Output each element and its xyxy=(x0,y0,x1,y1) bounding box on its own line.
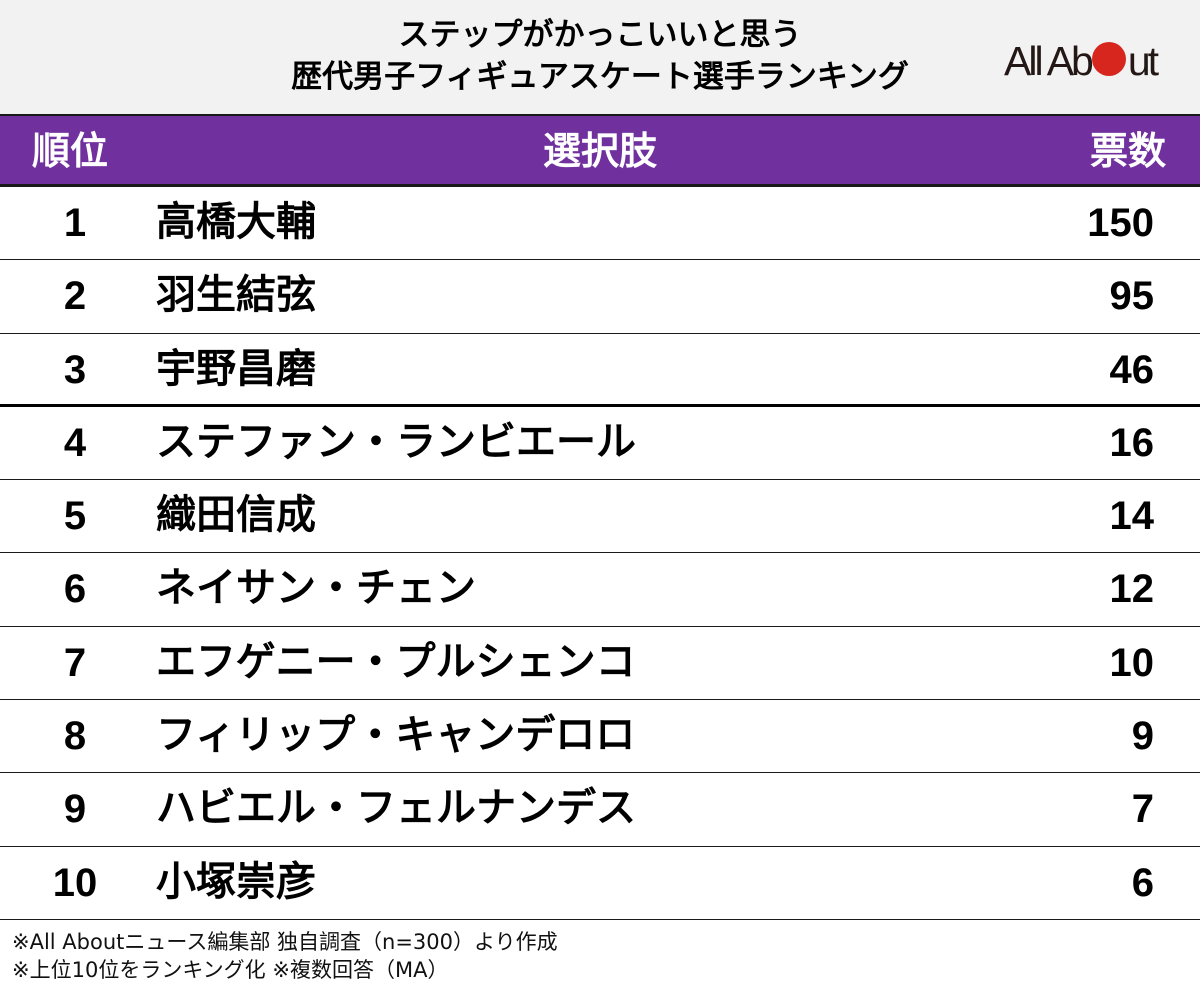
rank-cell: 2 xyxy=(63,274,87,319)
table-row: 2 羽生結弦 95 xyxy=(0,260,1200,334)
votes-cell: 16 xyxy=(1109,420,1155,465)
table-row: 7 エフゲニー・プルシェンコ 10 xyxy=(0,627,1200,701)
votes-cell: 14 xyxy=(1109,494,1155,539)
table-row: 1 高橋大輔 150 xyxy=(0,187,1200,261)
footnote-method: ※上位10位をランキング化 ※複数回答（MA） xyxy=(12,958,449,982)
votes-cell: 150 xyxy=(1087,201,1154,245)
name-cell: 高橋大輔 xyxy=(156,199,316,245)
name-cell: フィリップ・キャンデロロ xyxy=(156,712,636,759)
rank-cell: 7 xyxy=(63,640,87,685)
table-row: 3 宇野昌磨 46 xyxy=(0,334,1200,407)
name-cell: 小塚崇彦 xyxy=(156,858,316,905)
name-cell: ネイサン・チェン xyxy=(156,565,476,612)
header-name: 選択肢 xyxy=(542,129,657,173)
allabout-logo: All Ab ut xyxy=(1004,38,1159,84)
table-row: 10 小塚崇彦 6 xyxy=(0,847,1200,920)
rank-cell: 3 xyxy=(63,347,87,392)
table-row: 9 ハビエル・フェルナンデス 7 xyxy=(0,773,1200,847)
rank-cell: 4 xyxy=(63,420,87,465)
logo-red-dot-icon xyxy=(1091,42,1126,76)
votes-cell: 95 xyxy=(1109,274,1155,319)
logo-text-end: ut xyxy=(1127,38,1159,84)
footnotes: ※All Aboutニュース編集部 独自調査（n=300）より作成 ※上位10位… xyxy=(12,928,558,984)
table-row: 8 フィリップ・キャンデロロ 9 xyxy=(0,700,1200,774)
votes-cell: 10 xyxy=(1109,640,1155,685)
footnote-source: ※All Aboutニュース編集部 独自調査（n=300）より作成 xyxy=(12,930,558,954)
name-cell: ステファン・ランビエール xyxy=(156,418,636,465)
rank-cell: 1 xyxy=(63,201,87,245)
name-cell: ハビエル・フェルナンデス xyxy=(156,785,636,832)
table-row: 4 ステファン・ランビエール 16 xyxy=(0,407,1200,481)
rank-cell: 5 xyxy=(63,494,87,539)
name-cell: 宇野昌磨 xyxy=(156,345,316,392)
rank-cell: 8 xyxy=(63,714,87,759)
votes-cell: 7 xyxy=(1131,787,1154,832)
table-row: 6 ネイサン・チェン 12 xyxy=(0,553,1200,627)
header-rank: 順位 xyxy=(32,129,109,173)
table-header: 順位 選択肢 票数 xyxy=(0,114,1200,187)
title-band: ステップがかっこいいと思う 歴代男子フィギュアスケート選手ランキング All A… xyxy=(0,0,1200,114)
votes-cell: 46 xyxy=(1109,347,1155,392)
title-line-2: 歴代男子フィギュアスケート選手ランキング xyxy=(291,59,909,95)
name-cell: エフゲニー・プルシェンコ xyxy=(156,638,636,685)
rank-cell: 9 xyxy=(63,787,87,832)
title-line-1: ステップがかっこいいと思う xyxy=(398,17,802,53)
name-cell: 織田信成 xyxy=(156,492,316,539)
table-row: 5 織田信成 14 xyxy=(0,480,1200,554)
page-title: ステップがかっこいいと思う 歴代男子フィギュアスケート選手ランキング xyxy=(0,14,1200,98)
name-cell: 羽生結弦 xyxy=(156,272,316,319)
rank-cell: 6 xyxy=(63,567,87,612)
ranking-table: 1 高橋大輔 150 2 羽生結弦 95 3 宇野昌磨 46 4 ステファン・ラ… xyxy=(0,187,1200,920)
rank-cell: 10 xyxy=(52,860,98,905)
votes-cell: 12 xyxy=(1109,567,1155,612)
logo-text-start: All Ab xyxy=(1004,38,1094,84)
header-votes: 票数 xyxy=(1089,129,1166,173)
votes-cell: 6 xyxy=(1131,860,1154,905)
votes-cell: 9 xyxy=(1131,714,1154,759)
